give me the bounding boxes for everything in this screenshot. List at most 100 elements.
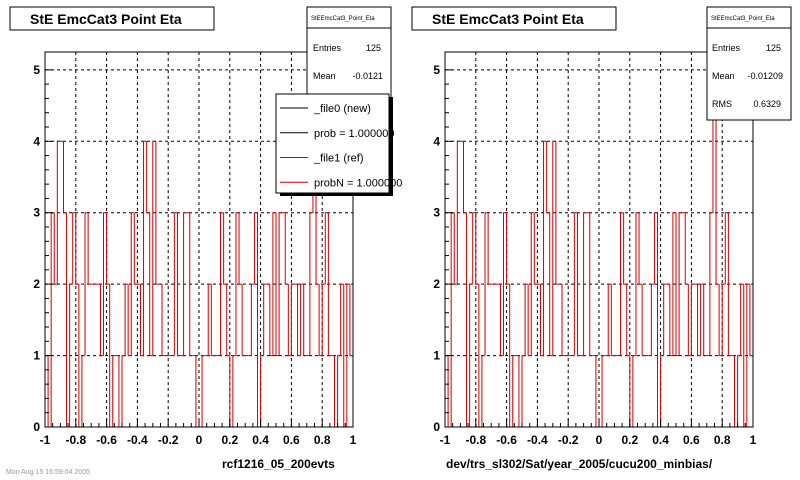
histogram-bin — [678, 212, 683, 356]
histogram-bin — [472, 212, 476, 285]
histogram-bin — [112, 355, 116, 427]
histogram-bin — [152, 140, 156, 356]
right-histogram-bars — [444, 69, 754, 428]
histogram-bin — [650, 283, 655, 356]
histogram-bin — [539, 284, 544, 357]
histogram-bin — [349, 284, 353, 357]
histogram-bin — [253, 212, 258, 285]
histogram-bin — [481, 355, 486, 427]
histogram-bin — [746, 283, 750, 427]
histogram-bin — [69, 283, 73, 427]
histogram-bin — [278, 212, 283, 356]
x-tick-label: -0.2 — [558, 433, 579, 447]
left-chart-title: StE EmcCat3 Point Eta — [30, 11, 182, 27]
y-tick-label: 2 — [33, 277, 40, 291]
y-tick-label: 3 — [33, 206, 40, 220]
x-tick-label: -0.6 — [96, 433, 117, 447]
y-tick-label: 4 — [33, 134, 40, 148]
histogram-bin — [524, 283, 529, 356]
x-tick-label: 1 — [750, 433, 757, 447]
histogram-bin — [161, 284, 166, 357]
y-tick-label: 1 — [433, 349, 440, 363]
histogram-bin — [610, 284, 615, 357]
histogram-bin — [130, 212, 135, 356]
x-tick-label: 0 — [596, 433, 603, 447]
histogram-bin — [346, 283, 350, 427]
right-stats-frame — [706, 6, 792, 121]
right-stats-box: StEEmcCat3_Point_Eta Entries 125 Mean -0… — [706, 6, 792, 121]
left-stats-entries-label: Entries — [313, 43, 342, 53]
x-tick-label: 0.4 — [252, 433, 269, 447]
histogram-bin — [103, 212, 107, 356]
histogram-bin — [235, 212, 240, 356]
histogram-bin — [653, 212, 658, 285]
y-tick-label: 4 — [433, 134, 440, 148]
histogram-bin — [675, 212, 680, 357]
histogram-bin — [321, 283, 326, 356]
legend: _file0 (new) prob = 1.000000 _file1 (ref) p… — [275, 93, 402, 196]
histogram-bin — [660, 355, 664, 427]
right-histogram-panel: -1 -0.8 -0.6 -0.4 -0.2 0 0.2 0.4 0.6 0.8 1 0 1 2 3 4 5 S… — [411, 6, 792, 471]
histogram-bin — [250, 283, 255, 356]
histogram-bin — [318, 284, 323, 357]
left-axis-ticks: -1 -0.8 -0.6 -0.4 -0.2 0 0.2 0.4 0.6 0.8 1 0 1 2 3 4 5 — [33, 63, 356, 447]
histogram-bin — [146, 141, 150, 214]
histogram-bin — [53, 212, 58, 285]
histogram-bin — [552, 140, 556, 356]
histogram-bin — [149, 212, 153, 357]
histogram-bin — [543, 140, 547, 356]
histogram-bin — [549, 212, 553, 357]
histogram-bin — [709, 212, 713, 356]
histogram-bin — [176, 212, 181, 357]
histogram-bin — [275, 212, 280, 357]
x-tick-label: 0.6 — [683, 433, 700, 447]
histogram-bin — [690, 283, 695, 356]
histogram-bin — [740, 283, 744, 356]
histogram-bin — [475, 212, 479, 285]
histogram-bin — [638, 212, 643, 285]
histogram-bin — [87, 212, 92, 285]
histogram-bin — [527, 284, 532, 357]
histogram-bin — [201, 355, 206, 427]
histogram-bin — [297, 284, 301, 357]
x-tick-label: 1 — [350, 433, 357, 447]
histogram-bin — [183, 212, 187, 356]
histogram-bin — [226, 284, 230, 357]
right-stats-mean-value: -0.01209 — [747, 71, 783, 81]
histogram-bin — [583, 212, 587, 356]
histogram-bin — [626, 284, 630, 357]
x-tick-label: -0.4 — [127, 433, 148, 447]
left-grid — [45, 52, 353, 427]
x-tick-label: -0.8 — [65, 433, 86, 447]
histogram-bin — [309, 212, 313, 356]
histogram-bin — [269, 284, 273, 357]
histogram-bin — [530, 212, 535, 356]
right-stats-rms-label: RMS — [712, 99, 732, 109]
histogram-bin — [207, 283, 212, 356]
histogram-bin — [672, 212, 676, 356]
histogram-bin — [555, 141, 559, 285]
histogram-bin — [546, 141, 550, 214]
histogram-bin — [121, 355, 126, 427]
histogram-bin — [173, 212, 178, 356]
x-tick-label: 0.8 — [714, 433, 731, 447]
histogram-bin — [290, 283, 295, 356]
histogram-bin — [721, 283, 726, 356]
histogram-bin — [641, 284, 646, 357]
histogram-bin — [512, 355, 516, 427]
histogram-bin — [749, 284, 753, 357]
x-tick-label: -1 — [40, 433, 51, 447]
x-tick-label: -0.4 — [527, 433, 548, 447]
x-tick-label: 0.6 — [283, 433, 300, 447]
right-stats-rms-value: 0.6329 — [753, 99, 781, 109]
histogram-bin — [576, 212, 581, 357]
legend-entry-label: _file0 (new) — [313, 103, 371, 115]
histogram-bin — [127, 284, 132, 357]
histogram-bin — [155, 141, 159, 285]
histogram-bin — [601, 355, 606, 427]
left-histogram-panel: -1 -0.8 -0.6 -0.4 -0.2 0 0.2 0.4 0.6 0.8 1 0 1 2 3 4 5 S… — [9, 6, 402, 471]
histogram-bin — [303, 284, 307, 357]
histogram-bin — [260, 355, 264, 427]
histogram-bin — [300, 283, 304, 356]
y-tick-label: 0 — [433, 420, 440, 434]
